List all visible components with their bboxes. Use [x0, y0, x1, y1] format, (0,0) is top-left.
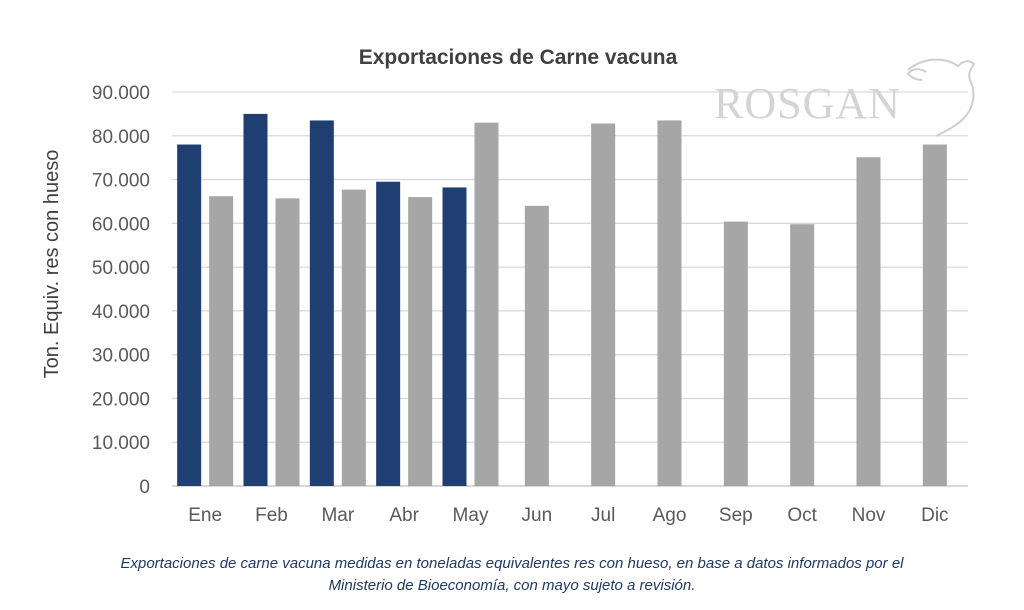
bar-mar-series-2: [341, 189, 366, 486]
y-tick-label: 40.000: [92, 302, 150, 323]
bar-ago-series-2: [657, 120, 682, 486]
bar-oct-series-2: [790, 224, 815, 486]
y-axis-label: Ton. Equiv. res con hueso: [41, 150, 63, 379]
x-tick-label: Dic: [921, 505, 948, 526]
bar-ene-series-1: [177, 144, 202, 487]
bar-ene-series-2: [209, 196, 234, 487]
x-tick-label: Ago: [653, 505, 687, 526]
x-tick-label: Nov: [852, 505, 886, 526]
caption-line-2: Ministerio de Bioeconomía, con mayo suje…: [328, 577, 696, 594]
bar-feb-series-1: [243, 113, 268, 486]
x-tick-label: Jul: [591, 505, 615, 526]
y-tick-label: 0: [139, 477, 150, 498]
logo-text: ROSGAN: [714, 79, 901, 128]
bar-sep-series-2: [723, 221, 748, 487]
x-tick-label: Abr: [389, 505, 419, 526]
rosgan-logo: ROSGAN: [712, 52, 980, 140]
bar-jun-series-2: [524, 205, 549, 487]
y-tick-label: 50.000: [92, 258, 150, 279]
bar-chart: 0 10.000 20.000 30.000 40.000 50.000 60.000 70.…: [41, 46, 968, 526]
bar-jul-series-2: [591, 123, 616, 487]
x-tick-label: Mar: [321, 505, 354, 526]
y-tick-label: 60.000: [92, 214, 150, 235]
x-tick-label: Feb: [255, 505, 288, 526]
y-tick-label: 90.000: [92, 83, 150, 104]
chart-caption: Exportaciones de carne vacuna medidas en…: [20, 553, 1004, 597]
bars: [177, 113, 947, 487]
x-tick-label: Ene: [188, 505, 222, 526]
bar-may-series-1: [442, 187, 467, 487]
y-tick-label: 80.000: [92, 127, 150, 148]
x-tick-label: Sep: [719, 505, 753, 526]
bar-may-series-2: [474, 122, 499, 487]
x-tick-label: Jun: [522, 505, 553, 526]
bar-abr-series-2: [408, 197, 433, 487]
y-tick-labels: 0 10.000 20.000 30.000 40.000 50.000 60.000 70.…: [92, 83, 150, 498]
cow-head-icon: [906, 58, 976, 137]
gridlines: [172, 91, 968, 487]
bar-abr-series-1: [376, 181, 401, 486]
caption-line-1: Exportaciones de carne vacuna medidas en…: [120, 555, 904, 572]
x-tick-label: Oct: [787, 505, 817, 526]
y-tick-label: 20.000: [92, 389, 150, 410]
y-tick-label: 10.000: [92, 433, 150, 454]
bar-nov-series-2: [856, 157, 881, 486]
x-tick-label: May: [453, 505, 489, 526]
bar-mar-series-1: [309, 120, 334, 486]
x-tick-labels: Ene Feb Mar Abr May Jun Jul Ago Sep Oct Nov Dic: [188, 505, 948, 526]
y-tick-label: 70.000: [92, 171, 150, 192]
chart-title: Exportaciones de Carne vacuna: [359, 46, 678, 69]
bar-dic-series-2: [922, 144, 947, 487]
y-tick-label: 30.000: [92, 346, 150, 367]
bar-feb-series-2: [275, 198, 300, 486]
